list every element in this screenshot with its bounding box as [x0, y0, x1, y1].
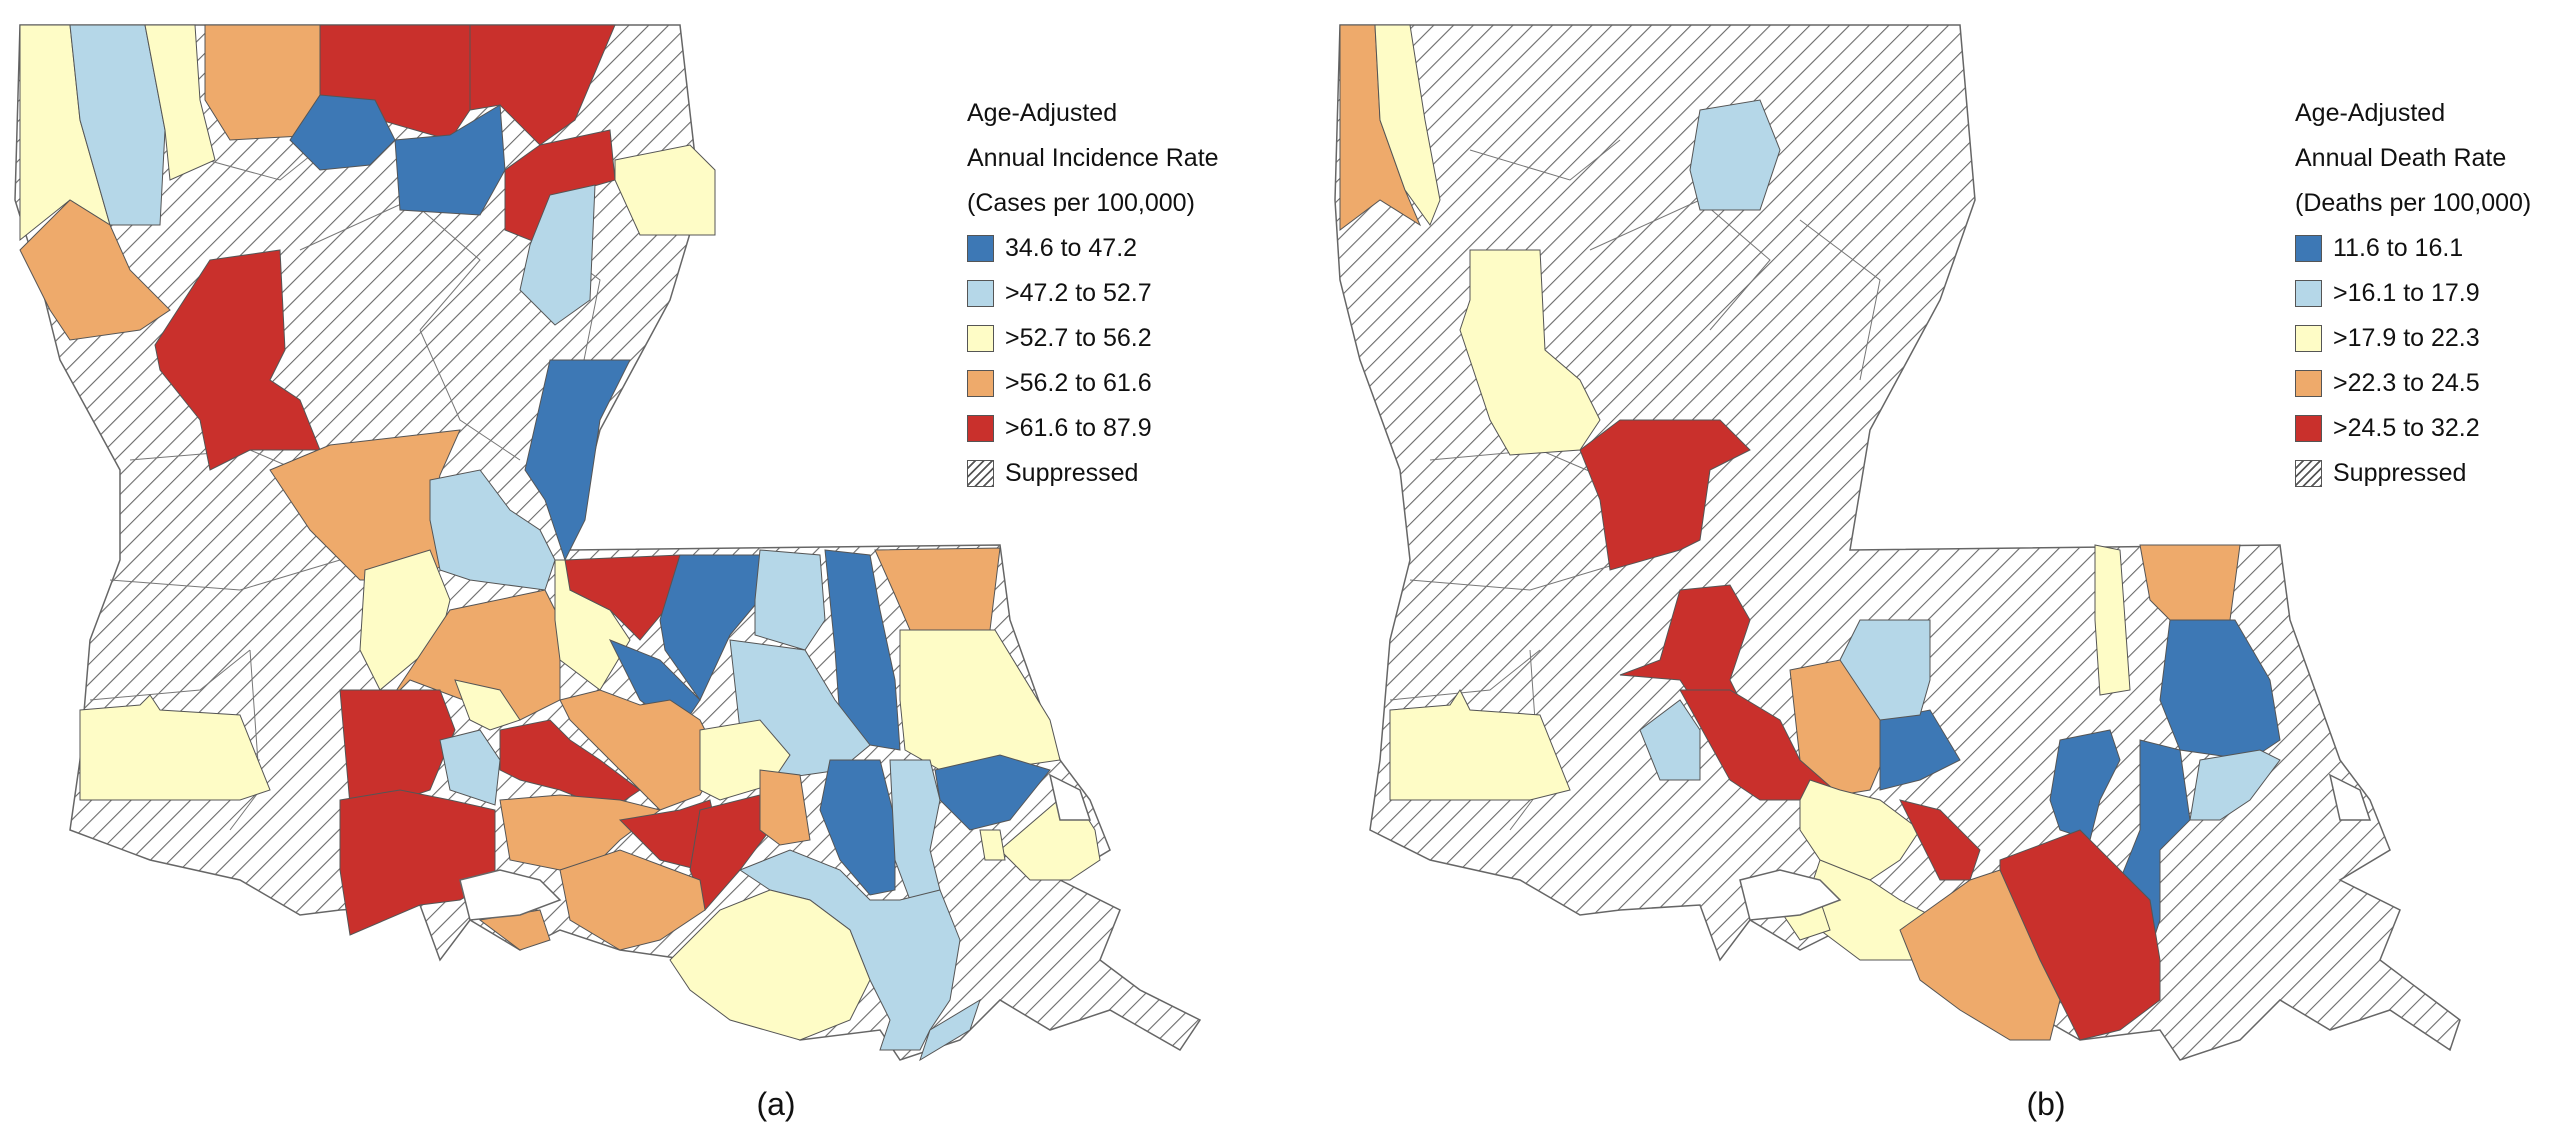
parish-shape — [499, 719, 641, 811]
incidence-choropleth-map — [14, 24, 1202, 1062]
parish-shape — [979, 829, 1006, 861]
parish-shape — [1389, 689, 1571, 801]
legend-item: >61.6 to 87.9 — [967, 406, 1219, 451]
parish-shape — [824, 549, 901, 751]
mortality-map-panel: Age-Adjusted Annual Death Rate (Deaths p… — [1280, 0, 2560, 1147]
parishes — [19, 24, 1101, 1062]
legend-title-line: Annual Death Rate — [2295, 144, 2507, 172]
parish-shape — [614, 144, 716, 236]
legend-item: >24.5 to 32.2 — [2295, 406, 2531, 451]
legend-item: Suppressed — [967, 451, 1219, 496]
mortality-choropleth-map — [1334, 24, 2461, 1061]
legend-item: 34.6 to 47.2 — [967, 226, 1219, 271]
parish-shape — [454, 679, 521, 731]
legend-label: Suppressed — [2333, 459, 2467, 487]
water-bodies — [459, 773, 1092, 921]
parishes — [1339, 24, 2281, 1041]
parish-shape — [1839, 619, 1931, 721]
legend-title-line: Age-Adjusted — [967, 99, 1118, 127]
parish-shape — [2049, 729, 2121, 841]
legend-title-line: Annual Incidence Rate — [967, 144, 1219, 172]
parish-shape — [429, 469, 556, 591]
panel-caption: (b) — [2026, 1086, 2066, 1122]
parish-shape — [144, 24, 216, 181]
legend-title-line: Age-Adjusted — [2295, 99, 2446, 127]
legend-item: >47.2 to 52.7 — [967, 271, 1219, 316]
parish-shape — [439, 729, 501, 806]
parish-shape — [1374, 24, 1441, 227]
legend-label: Suppressed — [1005, 459, 1139, 487]
incidence-map-panel: Age-Adjusted Annual Incidence Rate (Case… — [14, 24, 1219, 1122]
parish-shape — [934, 754, 1051, 831]
parish-shape — [519, 184, 596, 326]
parish-shape — [1579, 419, 1751, 571]
parish-shape — [754, 549, 826, 651]
parish-shape — [1639, 699, 1701, 781]
legend-swatch — [967, 370, 994, 397]
legend-swatch-suppressed — [2295, 460, 2322, 487]
legend-title-line: (Cases per 100,000) — [967, 189, 1195, 217]
parish-shape — [204, 24, 321, 141]
legend-label: >22.3 to 24.5 — [2333, 369, 2480, 397]
legend-swatch — [2295, 235, 2322, 262]
legend-item: >52.7 to 56.2 — [967, 316, 1219, 361]
legend-item: 11.6 to 16.1 — [2295, 226, 2531, 271]
legend-item: >22.3 to 24.5 — [2295, 361, 2531, 406]
legend-swatch — [967, 280, 994, 307]
legend-swatch — [2295, 415, 2322, 442]
legend-label: >24.5 to 32.2 — [2333, 414, 2480, 442]
legend-title-line: (Deaths per 100,000) — [2295, 189, 2532, 217]
parish-shape — [759, 769, 811, 846]
legend-label: >16.1 to 17.9 — [2333, 279, 2480, 307]
legend-swatch — [2295, 280, 2322, 307]
parish-shape — [1899, 869, 2061, 1041]
parish-shape — [2159, 619, 2281, 761]
parish-shape — [669, 889, 871, 1041]
legend-swatch — [967, 325, 994, 352]
panel-caption: (a) — [756, 1086, 796, 1122]
parish-shape — [79, 694, 271, 801]
parish-shape — [899, 629, 1061, 771]
water-bodies — [1739, 773, 2372, 921]
mortality-legend: Age-Adjusted Annual Death Rate (Deaths p… — [2295, 91, 2531, 496]
parish-shape — [154, 249, 321, 471]
legend-label: >47.2 to 52.7 — [1005, 279, 1152, 307]
parish-shape — [1689, 99, 1781, 211]
legend-label: >61.6 to 87.9 — [1005, 414, 1152, 442]
legend-label: >17.9 to 22.3 — [2333, 324, 2480, 352]
legend-label: 11.6 to 16.1 — [2333, 234, 2464, 262]
parish-shape — [1879, 709, 1961, 791]
legend-label: >56.2 to 61.6 — [1005, 369, 1152, 397]
parish-shape — [1459, 249, 1601, 456]
legend-swatch — [967, 235, 994, 262]
legend-label: >52.7 to 56.2 — [1005, 324, 1152, 352]
legend-swatch — [2295, 370, 2322, 397]
parish-shape — [559, 849, 706, 951]
legend-item: >17.9 to 22.3 — [2295, 316, 2531, 361]
incidence-legend: Age-Adjusted Annual Incidence Rate (Case… — [967, 91, 1219, 496]
parish-shape — [919, 998, 981, 1062]
legend-item: >56.2 to 61.6 — [967, 361, 1219, 406]
legend-swatch — [2295, 325, 2322, 352]
parish-shape — [499, 794, 662, 871]
parish-shape — [289, 94, 396, 171]
legend-label: 34.6 to 47.2 — [1005, 234, 1138, 262]
parish-shape — [889, 759, 941, 901]
parish-shape — [19, 199, 171, 341]
parish-shape — [819, 759, 896, 896]
parish-shape — [2094, 544, 2131, 696]
legend-swatch — [967, 415, 994, 442]
parish-shape — [524, 359, 631, 562]
legend-item: >16.1 to 17.9 — [2295, 271, 2531, 316]
legend-swatch-suppressed — [967, 460, 994, 487]
legend-item: Suppressed — [2295, 451, 2531, 496]
